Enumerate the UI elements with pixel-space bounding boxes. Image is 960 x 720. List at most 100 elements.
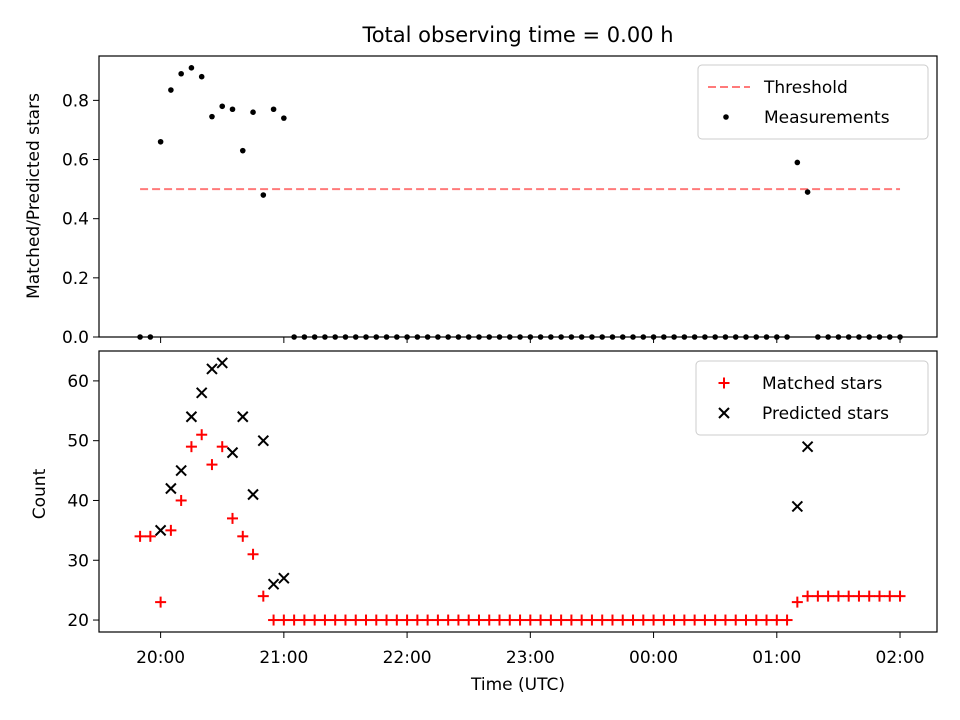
matched-star-point [504, 614, 516, 626]
predicted-star-point [278, 572, 290, 584]
top-axes-frame [98, 55, 938, 338]
bottom-y-axis-label: Count [30, 468, 50, 519]
bottom-y-tick-label: 40 [67, 491, 89, 511]
matched-star-point [565, 614, 577, 626]
measurement-point [219, 103, 226, 110]
top-panel: 0.00.20.40.60.8 Matched/Predicted stars … [24, 55, 938, 348]
matched-star-point [370, 614, 382, 626]
predicted-star-point [226, 446, 239, 459]
chart-title: Total observing time = 0.00 h [361, 23, 673, 47]
matched-star-point [761, 614, 773, 626]
matched-star-point [884, 590, 896, 602]
measurement-point [209, 113, 215, 120]
matched-star-point [771, 614, 783, 626]
bottom-legend: Matched stars Predicted stars [695, 360, 929, 436]
measurement-point [168, 87, 174, 93]
matched-star-point [309, 614, 321, 626]
top-x-ticks [160, 337, 901, 343]
measurement-point [794, 159, 801, 166]
matched-star-point [658, 614, 670, 626]
matched-star-point [165, 524, 177, 536]
matched-star-point [227, 512, 239, 524]
matched-star-point [853, 590, 865, 602]
matched-star-point [586, 614, 598, 626]
predicted-star-point [216, 357, 228, 369]
predicted-star-point [206, 363, 218, 375]
bottom-legend-swatch [718, 407, 730, 419]
bottom-y-tick-label: 30 [67, 551, 89, 571]
matched-star-point [822, 590, 834, 602]
matched-star-point [740, 614, 752, 626]
matched-star-point [802, 590, 814, 602]
bottom-legend-box [695, 360, 929, 436]
bottom-y-tick-label: 60 [67, 372, 89, 392]
matched-star-point [298, 614, 310, 626]
matched-star-point [381, 614, 393, 626]
matched-star-point [350, 614, 362, 626]
bottom-legend-swatch [718, 377, 730, 389]
top-legend-label: Threshold [763, 78, 848, 98]
top-legend-box [697, 64, 929, 140]
matched-star-point [411, 614, 423, 626]
measurement-point [804, 189, 811, 195]
bottom-y-ticks: 20 30 40 50 60 [67, 372, 99, 631]
measurement-point [260, 192, 267, 198]
top-legend: Threshold Measurements [697, 64, 929, 140]
matched-star-point [463, 614, 475, 626]
matched-star-point [452, 614, 464, 626]
top-legend-swatch [723, 114, 729, 120]
matched-star-point [422, 614, 434, 626]
top-y-axis-label: Matched/Predicted stars [24, 93, 44, 299]
bottom-x-tick-label: 21:00 [259, 648, 308, 668]
top-y-tick-label: 0.0 [62, 328, 89, 348]
bottom-x-axis-label: Time (UTC) [470, 675, 565, 695]
matched-star-point [832, 590, 844, 602]
matched-star-point [843, 590, 855, 602]
predicted-star-point [267, 578, 280, 590]
measurement-point [229, 106, 236, 113]
matched-star-point [319, 614, 331, 626]
matched-star-point [596, 614, 608, 626]
predicted-star-point [247, 488, 259, 501]
matched-star-point [339, 614, 351, 626]
matched-star-point [617, 614, 629, 626]
matched-star-point [268, 614, 280, 626]
matched-star-point [329, 614, 341, 626]
measurement-point [188, 65, 195, 71]
bottom-panel: 20 30 40 50 60 20:00 21:00 22:00 23:00 00:00 01:0… [30, 350, 938, 695]
bottom-x-tick-label: 23:00 [506, 648, 555, 668]
matched-star-point [237, 530, 249, 542]
matched-star-point [494, 614, 506, 626]
matched-star-point [699, 614, 711, 626]
matched-star-point [155, 596, 167, 608]
top-y-tick-label: 0.4 [62, 210, 89, 230]
matched-star-point [730, 614, 742, 626]
matched-star-point [606, 614, 618, 626]
matched-star-point [432, 614, 444, 626]
matched-star-point [709, 614, 721, 626]
matched-star-point [196, 429, 208, 441]
bottom-x-tick-label: 01:00 [752, 648, 801, 668]
measurement-point [239, 147, 246, 154]
top-y-tick-label: 0.8 [62, 91, 89, 111]
matched-star-point [360, 614, 372, 626]
predicted-star-point [791, 500, 804, 513]
matched-star-point [555, 614, 567, 626]
matched-star-point [216, 441, 228, 453]
bottom-x-ticks: 20:00 21:00 22:00 23:00 00:00 01:00 02:00 [136, 632, 925, 668]
predicted-star-point [185, 411, 198, 423]
bottom-x-tick-label: 02:00 [876, 648, 925, 668]
matched-star-point [144, 530, 156, 542]
matched-star-point [648, 614, 660, 626]
matched-star-point [288, 614, 300, 626]
matched-star-point [791, 596, 803, 608]
top-y-ticks: 0.0 0.2 0.4 0.6 0.8 [62, 91, 99, 348]
measurement-point [281, 115, 287, 121]
matched-star-point [863, 590, 875, 602]
matched-star-point [535, 614, 547, 626]
matched-star-point [678, 614, 690, 626]
matched-star-point [247, 548, 259, 560]
matched-star-point [668, 614, 680, 626]
top-y-tick-label: 0.6 [62, 151, 89, 171]
